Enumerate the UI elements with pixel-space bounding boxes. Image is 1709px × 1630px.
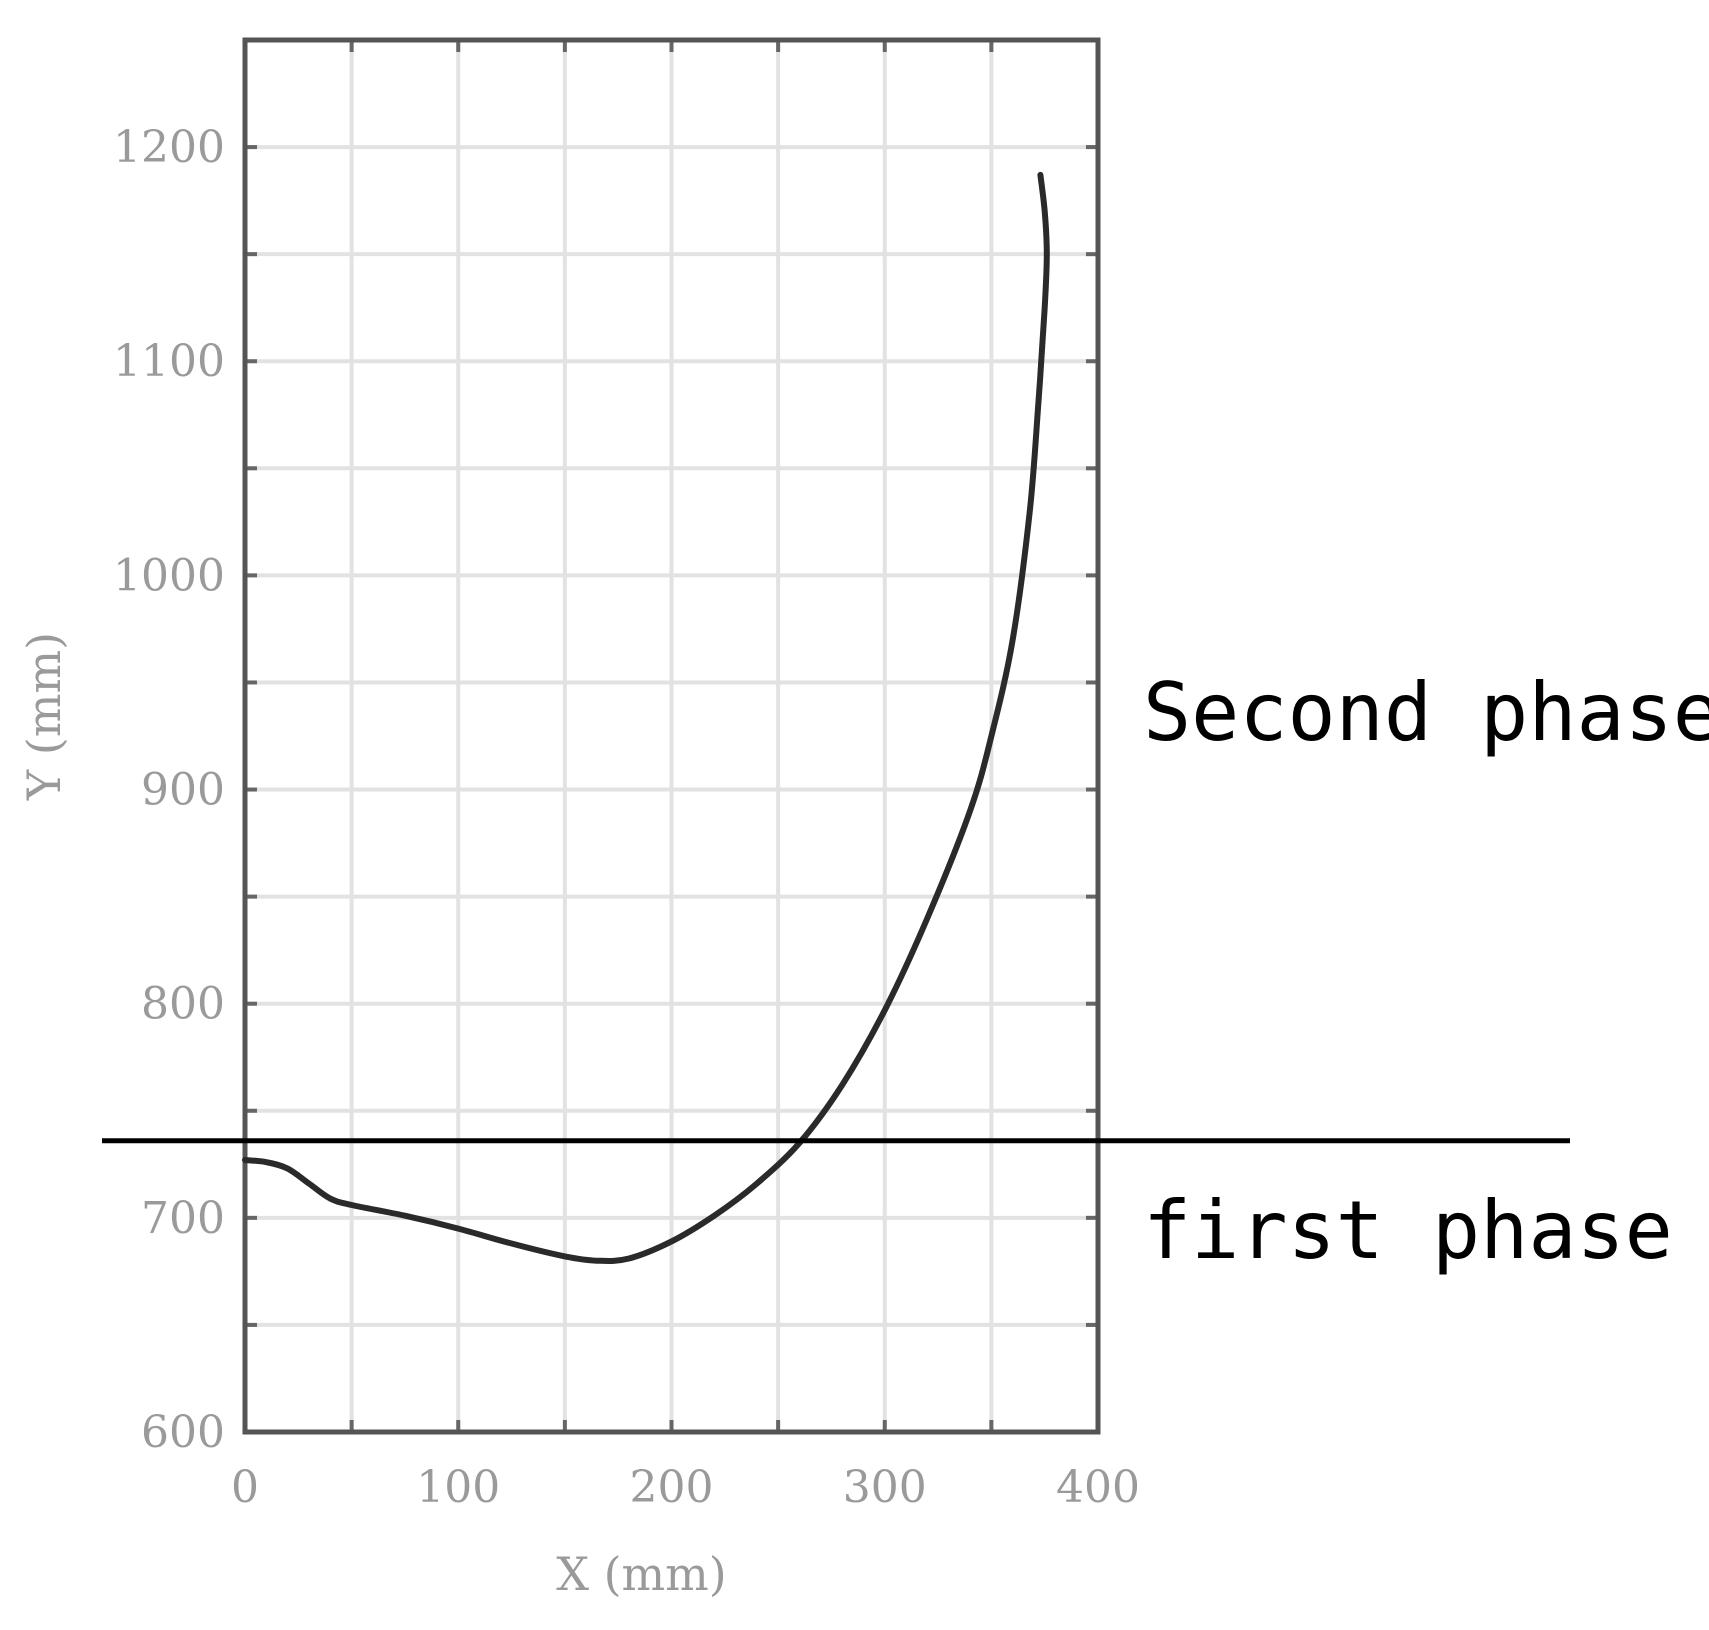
plot-frame: [242, 37, 1101, 1435]
x-tick-label: 400: [1056, 1462, 1140, 1513]
trajectory-line: [242, 171, 1050, 1264]
x-axis-title: X (mm): [556, 1547, 727, 1601]
x-tick-labels: 0 100 200 300 400: [231, 1462, 1140, 1513]
y-tick-label: 800: [141, 979, 225, 1030]
second-phase-label: Second phase: [1143, 666, 1709, 759]
first-phase-label: first phase: [1143, 1184, 1673, 1277]
y-tick-label: 600: [141, 1407, 225, 1458]
tick-marks: [245, 40, 1098, 1432]
y-tick-label: 900: [141, 765, 225, 816]
y-tick-label: 700: [141, 1193, 225, 1244]
x-tick-label: 100: [416, 1462, 500, 1513]
x-tick-label: 300: [843, 1462, 927, 1513]
x-tick-label: 200: [630, 1462, 714, 1513]
y-tick-label: 1200: [113, 122, 225, 173]
y-tick-label: 1000: [113, 550, 225, 601]
y-axis-title: Y (mm): [17, 632, 71, 801]
grid: [245, 40, 1098, 1432]
x-tick-label: 0: [231, 1462, 259, 1513]
y-tick-labels: 600 700 800 900 1000 1100 1200: [113, 122, 225, 1458]
y-tick-label: 1100: [113, 336, 225, 387]
